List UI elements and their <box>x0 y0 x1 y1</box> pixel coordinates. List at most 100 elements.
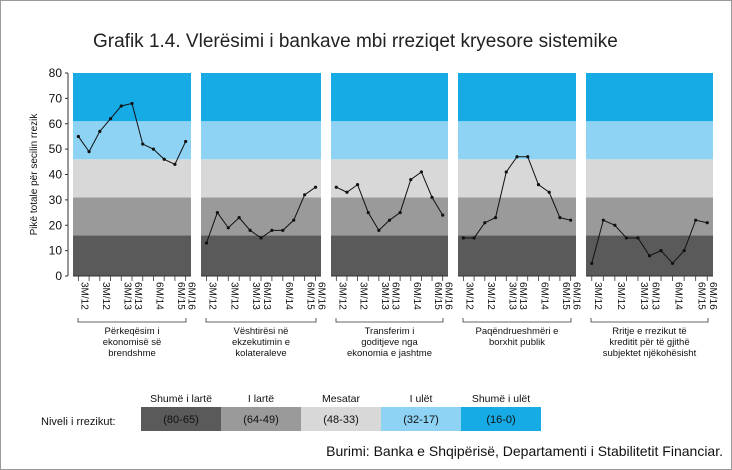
panel-title-line: Vështirësi në <box>234 326 289 337</box>
x-tick-label: 3M/13 <box>638 282 649 310</box>
data-point <box>204 241 209 245</box>
y-axis-label: Pikë totale për secilin rrezik <box>29 113 40 236</box>
data-point <box>624 236 629 240</box>
x-tick-label: 3M/12 <box>336 282 347 310</box>
data-point <box>659 249 663 253</box>
x-tick-label: 3M/12 <box>358 282 369 310</box>
legend-item-name: I lartë <box>248 393 274 405</box>
legend-item-range: (80-65) <box>163 414 198 426</box>
x-tick-label: 6M/16 <box>316 282 327 310</box>
data-point <box>461 236 465 240</box>
risk-band-rect <box>73 73 191 122</box>
data-point <box>184 139 188 144</box>
data-point <box>141 142 145 146</box>
legend-item-name: Mesatar <box>322 393 360 405</box>
data-point <box>130 101 134 106</box>
risk-band-rect <box>586 121 713 160</box>
risk-band-rect <box>73 121 191 160</box>
data-point <box>419 170 424 174</box>
x-tick-label: 6M/16 <box>186 282 197 310</box>
data-point <box>705 221 709 225</box>
data-point <box>536 183 541 187</box>
legend-item-range: (48-33) <box>323 414 358 426</box>
data-point <box>472 236 476 240</box>
data-point <box>409 177 413 182</box>
x-tick-label: 6M/15 <box>175 282 186 310</box>
y-tick-label: 70 <box>49 91 63 105</box>
data-point <box>237 216 241 220</box>
risk-band-rect <box>331 159 448 198</box>
x-tick-label: 6M/15 <box>432 282 443 310</box>
legend-swatch <box>301 407 381 431</box>
x-tick-label: 3M/13 <box>250 282 261 310</box>
data-point <box>387 218 392 222</box>
legend-item-name: I ulët <box>410 393 433 405</box>
risk-band-rect <box>201 159 321 198</box>
x-tick-label: 3M/12 <box>463 282 474 310</box>
panel-title-line: Transferim i <box>365 326 415 337</box>
data-point <box>108 117 113 121</box>
legend-item-range: (64-49) <box>243 414 278 426</box>
risk-band-rect <box>201 73 321 122</box>
x-tick-label: 3M/13 <box>379 282 390 310</box>
data-point <box>526 155 530 159</box>
risk-band-rect <box>458 159 576 198</box>
data-point <box>398 210 402 215</box>
risk-band-rect <box>458 235 576 276</box>
data-point <box>613 223 617 227</box>
x-tick-label: 6M/15 <box>560 282 571 310</box>
data-point <box>270 228 274 232</box>
data-point <box>515 155 519 159</box>
risk-band-rect <box>331 73 448 122</box>
panel-title-line: ekonomia e jashtme <box>347 348 432 359</box>
risk-band-rect <box>331 235 448 276</box>
data-point <box>547 190 551 194</box>
data-point <box>670 261 675 265</box>
panel-title-line: Përkeqësim i <box>105 326 160 337</box>
panel-bracket <box>77 318 187 323</box>
panel-title: Transferim i goditjeve nga ekonomia e jash… <box>347 326 432 359</box>
risk-band-rect <box>73 159 191 198</box>
data-point <box>483 221 487 225</box>
x-tick-label: 3M/13 <box>121 282 132 310</box>
x-tick-label: 3M/12 <box>78 282 89 310</box>
y-tick-label: 20 <box>49 218 63 232</box>
data-point <box>98 129 102 133</box>
risk-band-rect <box>586 159 713 198</box>
panel-title-line: ekonomisë së <box>103 337 162 348</box>
x-tick-label: 3M/12 <box>592 282 603 310</box>
legend-label: Niveli i rrezikut: <box>41 416 116 428</box>
x-tick-label: 3M/13 <box>506 282 517 310</box>
x-tick-label: 6M/15 <box>696 282 707 310</box>
x-tick-label: 6M/16 <box>443 282 454 310</box>
risk-band-rect <box>586 197 713 236</box>
data-point <box>366 210 370 215</box>
data-point <box>215 210 219 215</box>
panel-title-line: Rritje e rrezikut të <box>612 326 686 337</box>
panel-title-line: kreditit për të gjithë <box>609 337 689 348</box>
panel-bracket <box>335 318 444 323</box>
risk-band-rect <box>201 197 321 236</box>
data-point <box>313 185 318 189</box>
data-point <box>151 147 156 151</box>
panel-title-line: Paqëndrueshmëri e <box>476 326 559 337</box>
data-point <box>248 228 252 232</box>
legend-item-range: (32-17) <box>403 414 438 426</box>
x-tick-label: 6M/16 <box>707 282 718 310</box>
x-tick-label: 3M/12 <box>485 282 496 310</box>
panel-title-line: borxhit publik <box>489 337 545 348</box>
risk-band-rect <box>331 197 448 236</box>
data-point <box>119 104 123 108</box>
data-point <box>601 218 605 222</box>
legend-swatch <box>141 407 221 431</box>
x-tick-label: 6M/13 <box>650 282 661 310</box>
data-point <box>694 218 698 222</box>
y-tick-label: 0 <box>55 269 62 283</box>
data-point <box>636 236 640 240</box>
y-tick-label: 80 <box>49 66 63 80</box>
data-point <box>355 183 360 187</box>
x-tick-label: 6M/14 <box>283 282 294 310</box>
data-point <box>441 213 445 217</box>
source-note: Burimi: Banka e Shqipërisë, Departamenti… <box>326 443 723 459</box>
